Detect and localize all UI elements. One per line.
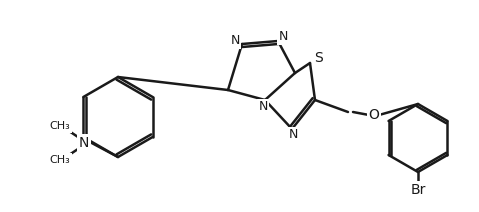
Text: CH₃: CH₃ [50,155,70,165]
Text: N: N [230,35,240,47]
Text: O: O [368,108,379,122]
Text: N: N [258,100,268,113]
Text: N: N [278,31,288,43]
Text: S: S [315,51,323,65]
Text: CH₃: CH₃ [50,121,70,131]
Text: N: N [79,136,89,150]
Text: N: N [288,128,297,141]
Text: Br: Br [411,183,426,197]
